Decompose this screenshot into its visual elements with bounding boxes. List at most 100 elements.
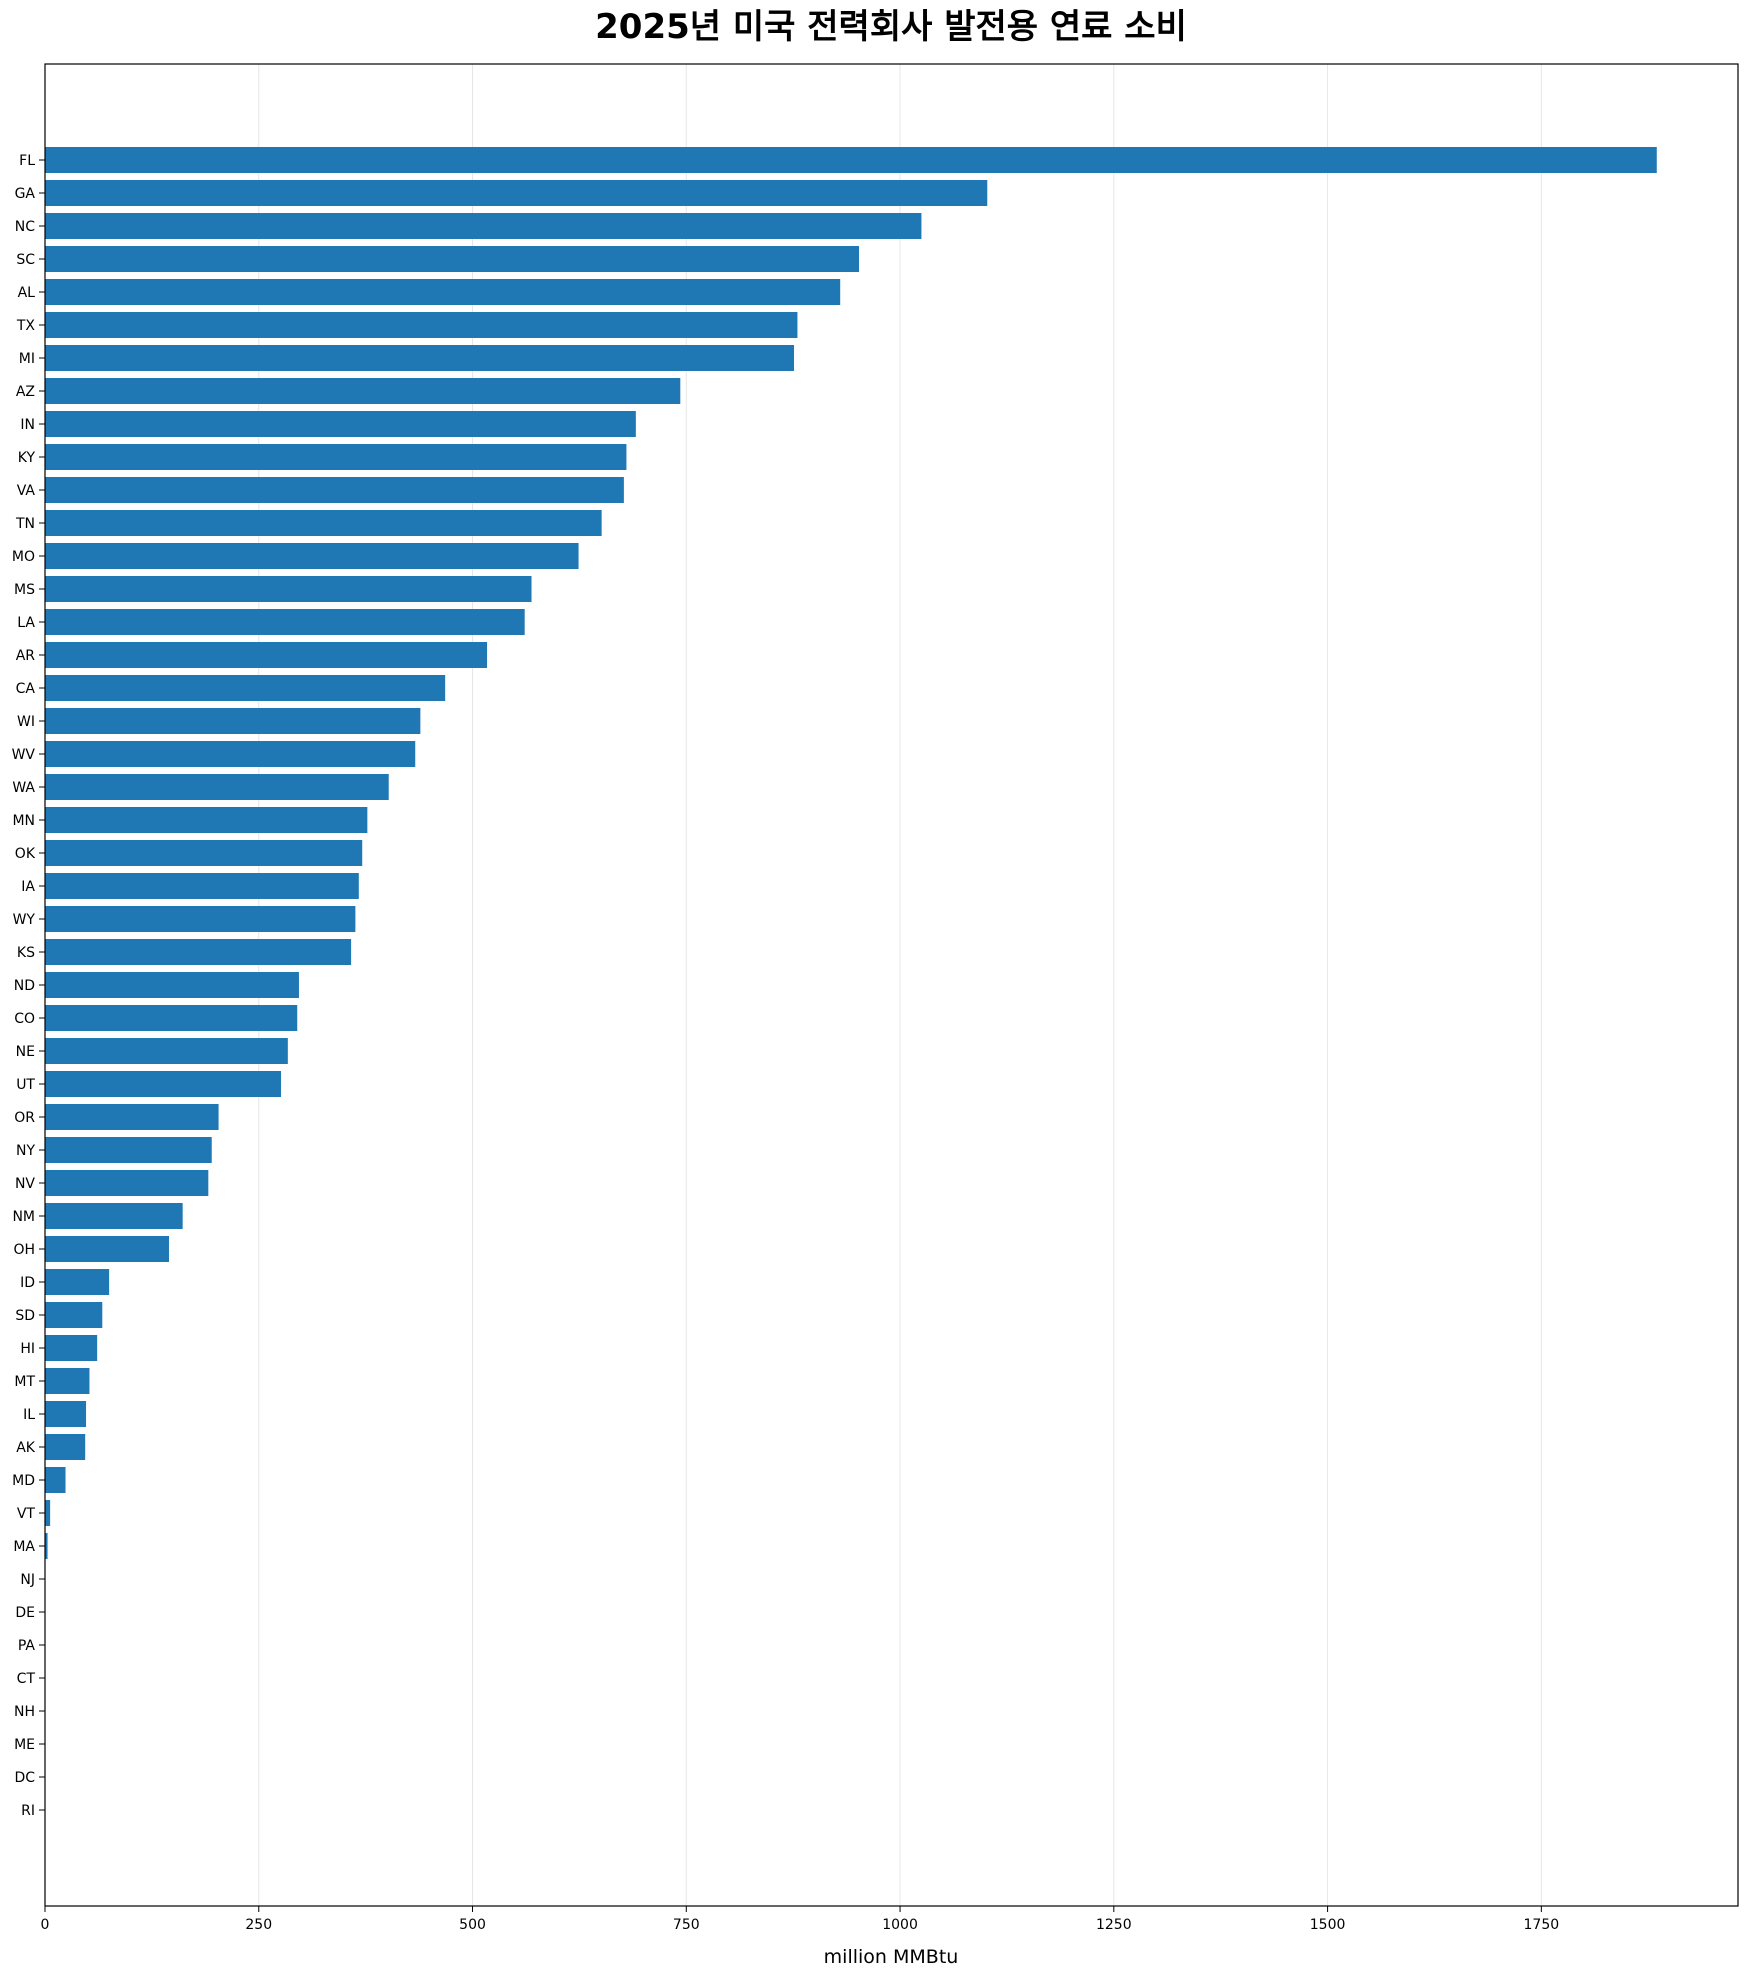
- y-tick-label: HI: [20, 1341, 35, 1357]
- y-tick-label: FL: [19, 153, 35, 169]
- bar-il: [45, 1401, 87, 1427]
- y-tick-label: AK: [16, 1440, 36, 1456]
- bar-fl: [45, 147, 1657, 173]
- bar-va: [45, 477, 624, 503]
- y-tick-label: DC: [14, 1770, 35, 1786]
- y-tick-label: WY: [13, 912, 36, 928]
- y-tick-label: KS: [17, 945, 35, 961]
- y-tick-label: LA: [17, 615, 35, 631]
- y-tick-label: RI: [21, 1803, 35, 1819]
- x-axis-label: million MMBtu: [824, 1946, 959, 1968]
- y-tick-label: UT: [16, 1077, 35, 1093]
- bar-tx: [45, 312, 798, 338]
- bar-md: [45, 1467, 66, 1493]
- bar-mn: [45, 807, 368, 833]
- y-tick-label: OH: [13, 1242, 35, 1258]
- chart-title: 2025년 미국 전력회사 발전용 연료 소비: [595, 7, 1187, 47]
- bar-ca: [45, 675, 446, 701]
- bar-ok: [45, 840, 363, 866]
- x-tick-label: 1500: [1310, 1917, 1346, 1933]
- y-tick-label: NY: [16, 1143, 35, 1159]
- y-tick-label: VT: [17, 1506, 36, 1522]
- y-tick-label: OR: [14, 1110, 35, 1126]
- y-tick-label: GA: [15, 186, 36, 202]
- bar-vt: [45, 1500, 51, 1526]
- y-tick-label: AL: [18, 285, 36, 301]
- y-tick-label: TN: [15, 516, 35, 532]
- bar-mo: [45, 543, 579, 569]
- bar-wa: [45, 774, 389, 800]
- bar-nc: [45, 213, 922, 239]
- bar-nv: [45, 1170, 209, 1196]
- bar-nd: [45, 972, 299, 998]
- x-tick-label: 750: [673, 1917, 700, 1933]
- bar-mt: [45, 1368, 90, 1394]
- bar-ut: [45, 1071, 281, 1097]
- bar-wy: [45, 906, 356, 932]
- y-tick-label: ND: [14, 978, 35, 994]
- y-tick-label: WA: [12, 780, 35, 796]
- bar-ak: [45, 1434, 86, 1460]
- y-tick-label: MT: [14, 1374, 35, 1390]
- y-tick-label: MS: [14, 582, 35, 598]
- bar-la: [45, 609, 525, 635]
- x-tick-label: 1000: [882, 1917, 918, 1933]
- bar-or: [45, 1104, 219, 1130]
- bar-ky: [45, 444, 627, 470]
- y-tick-label: NH: [14, 1704, 35, 1720]
- y-tick-label: AZ: [16, 384, 35, 400]
- y-tick-label: NJ: [20, 1572, 35, 1588]
- bar-sd: [45, 1302, 103, 1328]
- y-tick-label: CA: [16, 681, 36, 697]
- bar-tn: [45, 510, 602, 536]
- bar-in: [45, 411, 636, 437]
- y-tick-label: SC: [16, 252, 35, 268]
- bar-ar: [45, 642, 488, 668]
- bar-ia: [45, 873, 359, 899]
- bar-nm: [45, 1203, 183, 1229]
- bar-hi: [45, 1335, 98, 1361]
- y-tick-label: MI: [19, 351, 35, 367]
- y-tick-label: OK: [15, 846, 36, 862]
- bar-mi: [45, 345, 795, 371]
- y-tick-label: PA: [18, 1638, 36, 1654]
- bar-ne: [45, 1038, 288, 1064]
- bar-oh: [45, 1236, 169, 1262]
- bar-ks: [45, 939, 352, 965]
- bar-wv: [45, 741, 416, 767]
- x-axis-ticks: 0 250 500 750 1000 1250 1500 1750: [41, 1906, 1559, 1933]
- bar-ga: [45, 180, 988, 206]
- y-tick-label: CO: [14, 1011, 35, 1027]
- bar-sc: [45, 246, 860, 272]
- x-tick-label: 1250: [1096, 1917, 1132, 1933]
- y-tick-label: ME: [14, 1737, 35, 1753]
- y-tick-label: CT: [17, 1671, 36, 1687]
- y-tick-label: MD: [12, 1473, 35, 1489]
- y-tick-label: VA: [17, 483, 36, 499]
- bar-wi: [45, 708, 421, 734]
- y-tick-label: IL: [23, 1407, 35, 1423]
- y-tick-label: MO: [12, 549, 35, 565]
- bar-az: [45, 378, 681, 404]
- y-tick-label: AR: [16, 648, 36, 664]
- x-tick-label: 250: [245, 1917, 272, 1933]
- y-tick-label: SD: [15, 1308, 35, 1324]
- x-tick-label: 0: [41, 1917, 50, 1933]
- y-tick-label: TX: [16, 318, 36, 334]
- bar-ms: [45, 576, 532, 602]
- y-tick-label: IN: [20, 417, 35, 433]
- bar-ny: [45, 1137, 212, 1163]
- y-tick-label: MA: [13, 1539, 35, 1555]
- y-tick-label: NE: [16, 1044, 35, 1060]
- y-tick-label: KY: [18, 450, 36, 466]
- y-tick-label: WI: [17, 714, 35, 730]
- x-tick-label: 500: [459, 1917, 486, 1933]
- bars: [45, 147, 1657, 1559]
- y-axis-ticks: FL GA NC SC AL TX MI AZ IN KY VA TN MO MS LA AR CA WI WV WA…: [12, 153, 45, 1819]
- bar-id: [45, 1269, 110, 1295]
- y-tick-label: NM: [12, 1209, 35, 1225]
- bar-ma: [45, 1533, 48, 1559]
- y-tick-label: NV: [15, 1176, 35, 1192]
- y-tick-label: DE: [15, 1605, 35, 1621]
